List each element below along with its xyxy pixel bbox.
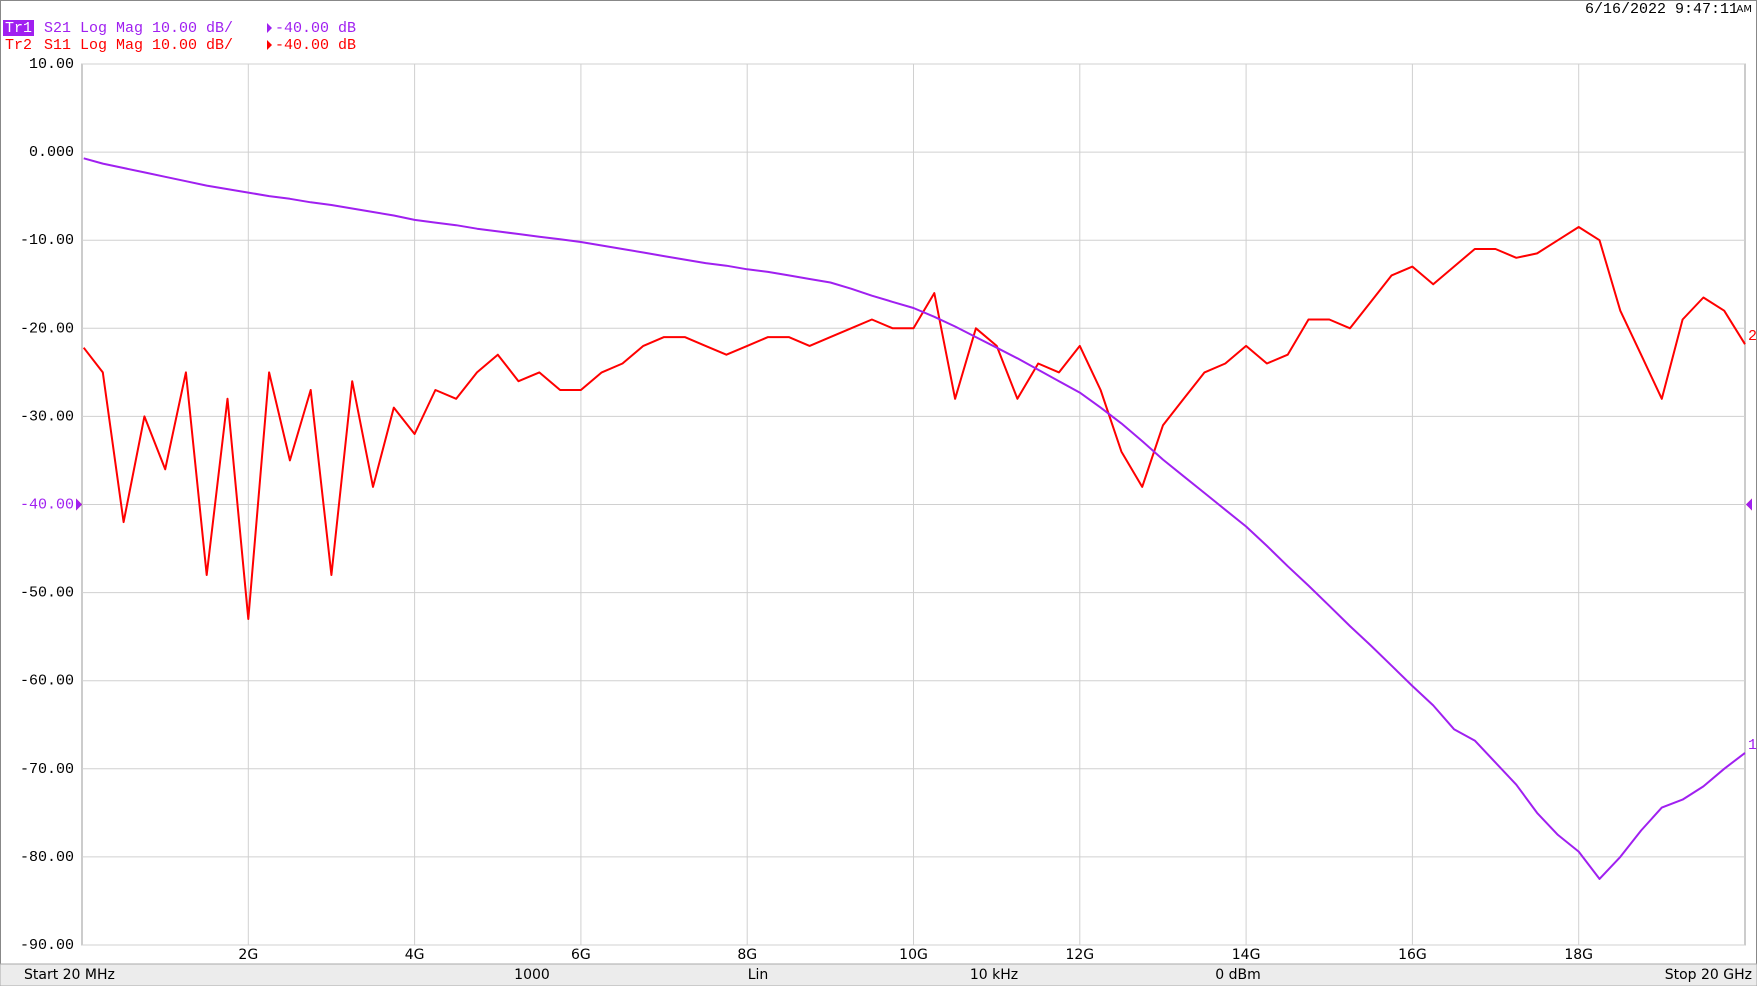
reference-marker [76,498,82,511]
reference-label: -40.00 dB [275,37,356,54]
trace-end-label: 2 [1748,328,1757,345]
trace-id[interactable]: Tr2 [5,37,32,54]
trace-format: S11 Log Mag 10.00 dB/ [44,37,233,54]
status-field[interactable]: 1000 [514,967,550,983]
timestamp: 6/16/2022 9:47:11 [1585,1,1738,18]
x-tick-label: 18G [1564,947,1593,963]
x-tick-label: 14G [1232,947,1261,963]
y-tick-label: -80.00 [20,849,74,866]
y-tick-label: -50.00 [20,585,74,602]
trace-line [82,226,1746,620]
status-bar [0,963,1757,986]
y-tick-label: -60.00 [20,673,74,690]
trace-format: S21 Log Mag 10.00 dB/ [44,20,233,37]
x-tick-label: 2G [238,947,258,963]
status-field[interactable]: Lin [748,967,769,983]
reference-glyph [267,40,272,50]
x-tick-label: 6G [571,947,591,963]
x-tick-label: 4G [405,947,425,963]
reference-glyph [267,23,272,33]
status-field[interactable]: Stop 20 GHz [1665,967,1752,983]
y-tick-label: 0.000 [29,144,74,161]
status-field[interactable]: Start 20 MHz [24,967,115,983]
x-tick-label: 16G [1398,947,1427,963]
x-tick-label: 10G [899,947,928,963]
status-field[interactable]: 0 dBm [1215,967,1261,983]
meridiem: AM [1737,4,1752,15]
active-trace-box [3,20,34,36]
y-tick-label: -10.00 [20,232,74,249]
status-field[interactable]: 10 kHz [970,967,1018,983]
trace-end-label: 1 [1748,737,1757,754]
y-tick-label: 10.00 [29,56,74,73]
x-tick-label: 8G [737,947,757,963]
x-tick-label: 12G [1065,947,1094,963]
y-tick-label: -90.00 [20,937,74,954]
reference-marker [1746,498,1752,511]
trace-id[interactable]: Tr1 [5,20,32,37]
y-tick-label: -20.00 [20,320,74,337]
y-tick-label: -70.00 [20,761,74,778]
y-tick-label: -30.00 [20,408,74,425]
reference-label: -40.00 dB [275,20,356,37]
y-tick-label: -40.00 [20,496,74,513]
trace-line [83,157,1746,880]
